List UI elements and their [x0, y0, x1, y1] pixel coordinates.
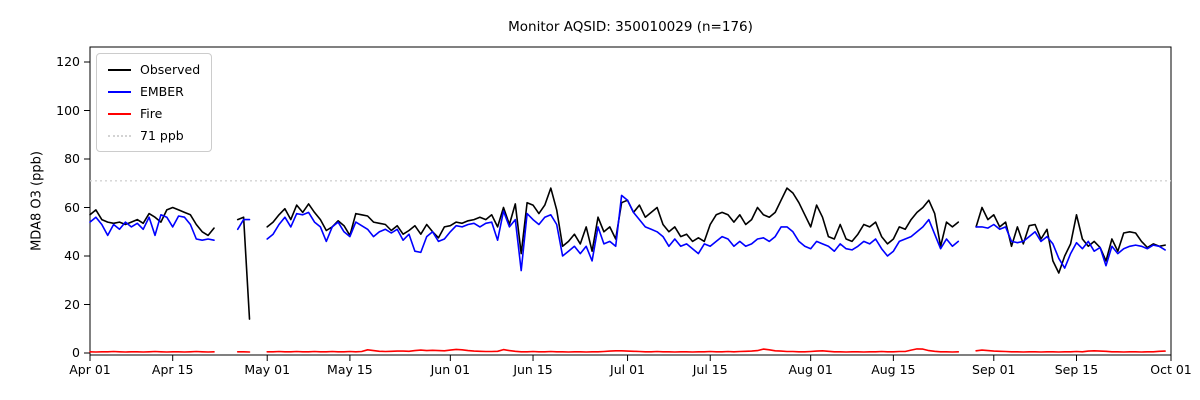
x-tick-label: Sep 01 [972, 362, 1016, 377]
legend: Observed EMBER Fire 71 ppb [96, 53, 213, 152]
ember-line [89, 214, 215, 241]
observed-line-swatch [108, 68, 131, 71]
x-tick-label: Apr 15 [151, 362, 194, 377]
ember-line [236, 218, 251, 231]
legend-entry-fire: Fire [108, 105, 200, 122]
x-tick-label: Sep 15 [1054, 362, 1099, 377]
ember-line [266, 194, 960, 272]
legend-label-fire: Fire [140, 106, 163, 121]
plot-border [89, 46, 1172, 356]
x-tick-label: Jun 01 [430, 362, 471, 377]
x-tick-label: May 01 [244, 362, 291, 377]
observed-line [266, 187, 960, 255]
threshold-line-swatch [108, 134, 131, 137]
y-tick-label: 100 [56, 102, 80, 118]
observed-line [236, 216, 251, 320]
fire-line [89, 350, 215, 353]
y-tick-label: 80 [64, 151, 80, 166]
x-tick-label: Jun 15 [513, 362, 553, 377]
y-tick-label: 20 [64, 296, 80, 312]
x-tick-label: Jul 01 [610, 362, 646, 377]
fire-line [266, 348, 960, 353]
y-tick-label: 0 [72, 345, 80, 360]
legend-entry-ember: EMBER [108, 83, 200, 100]
legend-label-threshold: 71 ppb [140, 128, 184, 143]
fire-line [975, 349, 1166, 353]
x-tick-label: Jul 15 [692, 362, 728, 377]
chart-title: Monitor AQSID: 350010029 (n=176) [508, 19, 753, 35]
legend-label-ember: EMBER [140, 84, 184, 99]
x-tick-label: Oct 01 [1150, 362, 1192, 377]
legend-entry-threshold: 71 ppb [108, 127, 200, 144]
ember-line [975, 223, 1166, 269]
legend-label-observed: Observed [140, 62, 201, 77]
y-tick-label: 120 [56, 54, 80, 69]
x-tick-label: Aug 01 [788, 362, 833, 377]
y-tick-label: 40 [64, 248, 80, 263]
x-tick-label: May 15 [327, 362, 373, 377]
ember-line-swatch [108, 90, 131, 93]
x-tick-label: Apr 01 [69, 362, 111, 377]
y-tick-label: 60 [64, 199, 80, 215]
x-tick-label: Aug 15 [871, 362, 916, 377]
fire-line-swatch [108, 112, 131, 115]
observed-line [89, 206, 215, 237]
legend-entry-observed: Observed [108, 61, 200, 78]
observed-line [975, 206, 1166, 274]
